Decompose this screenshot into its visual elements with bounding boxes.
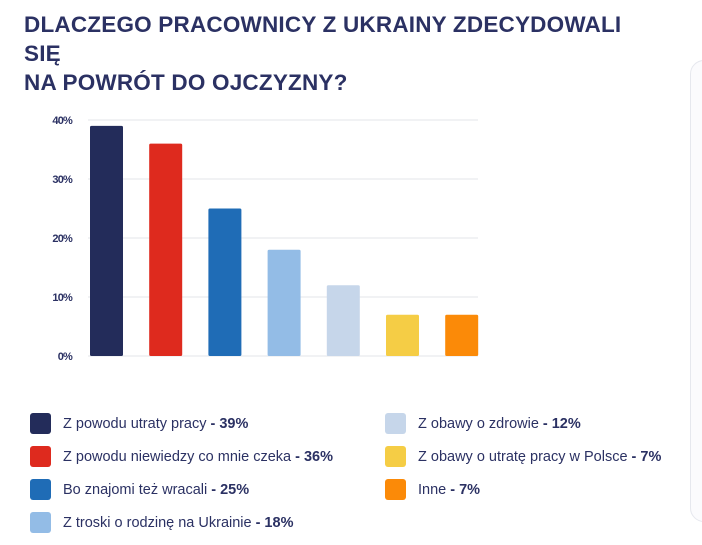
legend-value: - 25% [211, 481, 250, 498]
bar-1 [90, 125, 123, 357]
bar-5 [326, 285, 360, 356]
legend-swatch [30, 512, 51, 533]
legend-label: Z troski o rodzinę na Ukrainie [63, 514, 252, 531]
legend-label: Z powodu utraty pracy [63, 415, 207, 432]
legend-item: Inne - 7% [385, 479, 480, 500]
legend-item: Z obawy o utratę pracy w Polsce - 7% [385, 446, 661, 467]
legend-label: Bo znajomi też wracali [63, 481, 208, 498]
legend-label: Z powodu niewiedzy co mnie czeka [63, 448, 292, 465]
legend-value: - 12% [542, 415, 581, 432]
legend-value: - 39% [210, 415, 249, 432]
legend-swatch [30, 446, 51, 467]
legend-swatch [385, 446, 406, 467]
legend-value: - 7% [450, 481, 481, 498]
title-line-1: DLACZEGO PRACOWNICY Z UKRAINY ZDECYDOWAL… [24, 12, 622, 66]
bar-2 [149, 143, 183, 356]
legend-item: Z troski o rodzinę na Ukrainie - 18% [30, 512, 293, 533]
legend-swatch [385, 413, 406, 434]
legend-item: Z obawy o zdrowie - 12% [385, 413, 581, 434]
legend-swatch [385, 479, 406, 500]
bar-6 [386, 314, 419, 356]
legend-value: - 18% [255, 514, 294, 531]
y-tick-label: 30% [52, 174, 73, 186]
y-tick-label: 10% [52, 292, 73, 304]
legend-label: Z obawy o utratę pracy w Polsce [418, 448, 628, 465]
legend-item: Bo znajomi też wracali - 25% [30, 479, 249, 500]
legend-label: Inne [418, 481, 447, 498]
title-line-2: NA POWRÓT DO OJCZYZNY? [24, 70, 348, 95]
legend-swatch [30, 479, 51, 500]
legend-swatch [30, 413, 51, 434]
y-tick-label: 40% [52, 115, 73, 127]
bar-3 [208, 208, 242, 356]
legend-value: - 36% [295, 448, 333, 465]
chart-title: DLACZEGO PRACOWNICY Z UKRAINY ZDECYDOWAL… [24, 10, 664, 97]
y-tick-label: 0% [58, 351, 73, 363]
bar-7 [445, 314, 479, 356]
legend-label: Z obawy o zdrowie [418, 415, 539, 432]
y-tick-label: 20% [52, 233, 73, 245]
bar-chart: 0% 10% 20% 30% 40% [52, 115, 479, 363]
legend-item: Z powodu utraty pracy - 39% [30, 413, 248, 434]
legend-value: - 7% [631, 448, 662, 465]
legend-item: Z powodu niewiedzy co mnie czeka - 36% [30, 446, 333, 467]
bar-4 [267, 249, 301, 356]
